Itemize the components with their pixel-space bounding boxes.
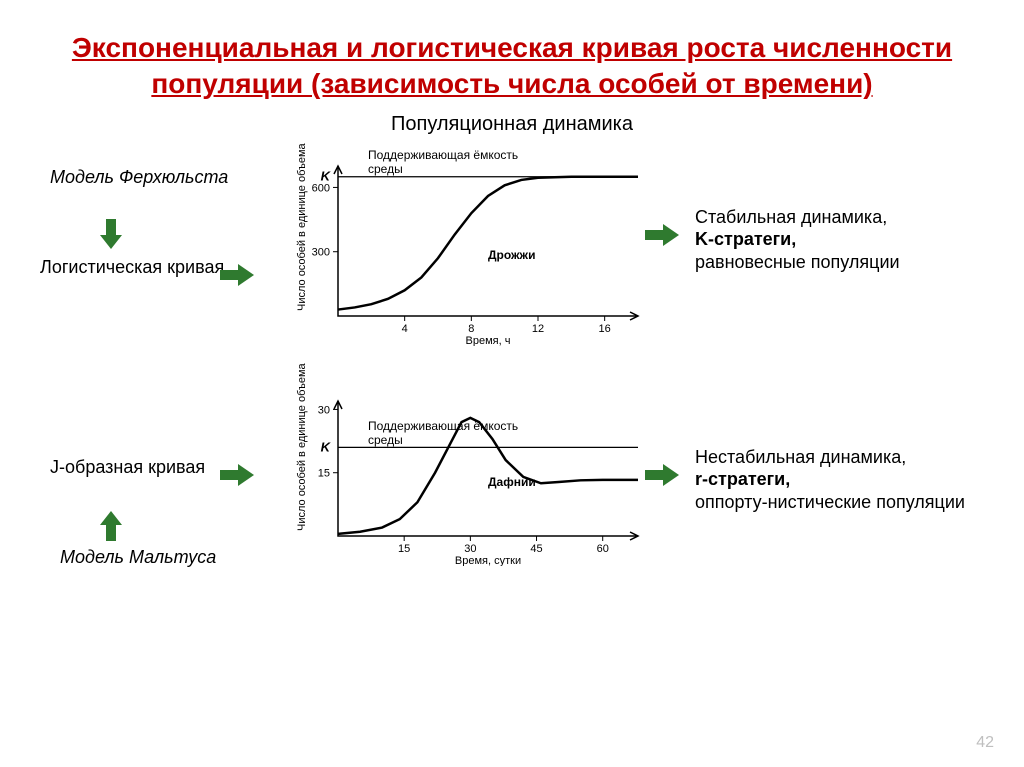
slide-title: Экспоненциальная и логистическая кривая … [0, 0, 1024, 113]
svg-text:300: 300 [312, 246, 330, 258]
label-malthus: Модель Мальтуса [60, 546, 216, 569]
svg-text:30: 30 [464, 543, 476, 555]
svg-text:60: 60 [597, 543, 609, 555]
content-area: Модель Ферхюльста Логистическая кривая J… [0, 146, 1024, 686]
svg-text:16: 16 [599, 323, 611, 335]
slide-subtitle: Популяционная динамика [0, 113, 1024, 136]
label-logistic: Логистическая кривая [40, 256, 224, 279]
svg-text:K: K [321, 439, 332, 454]
svg-text:15: 15 [318, 468, 330, 480]
svg-text:12: 12 [532, 323, 544, 335]
label-oppor: оппорту-нистические популяции [695, 492, 965, 512]
svg-text:600: 600 [312, 182, 330, 194]
chart-logistic: 481216300600KВремя, чЧисло особей в един… [290, 146, 650, 346]
label-unstable-block: Нестабильная динамика, r-стратеги, оппор… [695, 446, 975, 514]
label-jshape: J-образная кривая [50, 456, 205, 479]
label-verhulst: Модель Ферхюльста [50, 166, 228, 189]
svg-text:15: 15 [398, 543, 410, 555]
svg-text:Время, ч: Время, ч [466, 335, 511, 346]
svg-text:45: 45 [530, 543, 542, 555]
label-kstrat: K-стратеги, [695, 229, 796, 249]
svg-text:8: 8 [468, 323, 474, 335]
label-stable-block: Стабильная динамика, K-стратеги, равнове… [695, 206, 975, 274]
label-stable: Стабильная динамика, [695, 207, 887, 227]
chart-jshape: 153045601530KВремя, суткиЧисло особей в … [290, 381, 650, 571]
svg-text:Время, сутки: Время, сутки [455, 555, 521, 566]
svg-text:4: 4 [402, 323, 408, 335]
label-rstrat: r-стратеги, [695, 469, 790, 489]
label-equil: равновесные популяции [695, 252, 900, 272]
svg-text:K: K [321, 168, 332, 183]
label-unstable: Нестабильная динамика, [695, 447, 906, 467]
page-number: 42 [976, 734, 994, 752]
svg-text:30: 30 [318, 404, 330, 416]
